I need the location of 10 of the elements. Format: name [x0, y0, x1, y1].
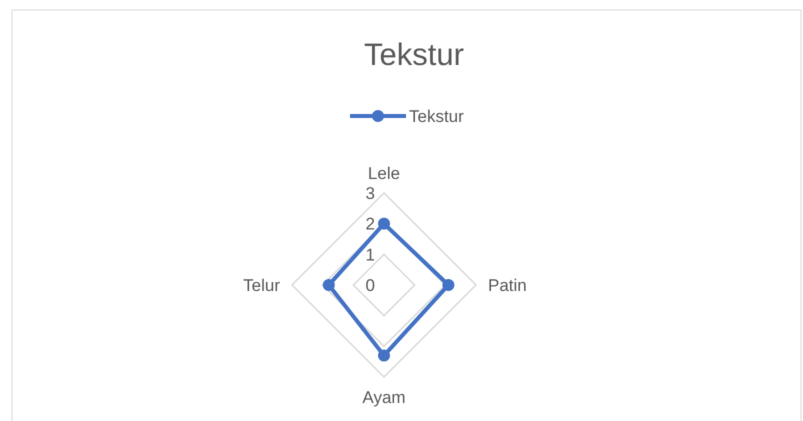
y-tick-label: 2 [366, 214, 375, 234]
spoke-label: Ayam [362, 388, 406, 407]
y-tick-label: 3 [366, 184, 375, 203]
spoke-label: Patin [488, 276, 527, 295]
spoke-label: Telur [243, 276, 280, 295]
chart-title: Tekstur [364, 37, 464, 72]
y-tick-label: 1 [366, 245, 375, 264]
legend-label: Tekstur [409, 107, 464, 126]
y-tick-label: 0 [366, 276, 375, 295]
spoke-label: Lele [368, 164, 400, 183]
